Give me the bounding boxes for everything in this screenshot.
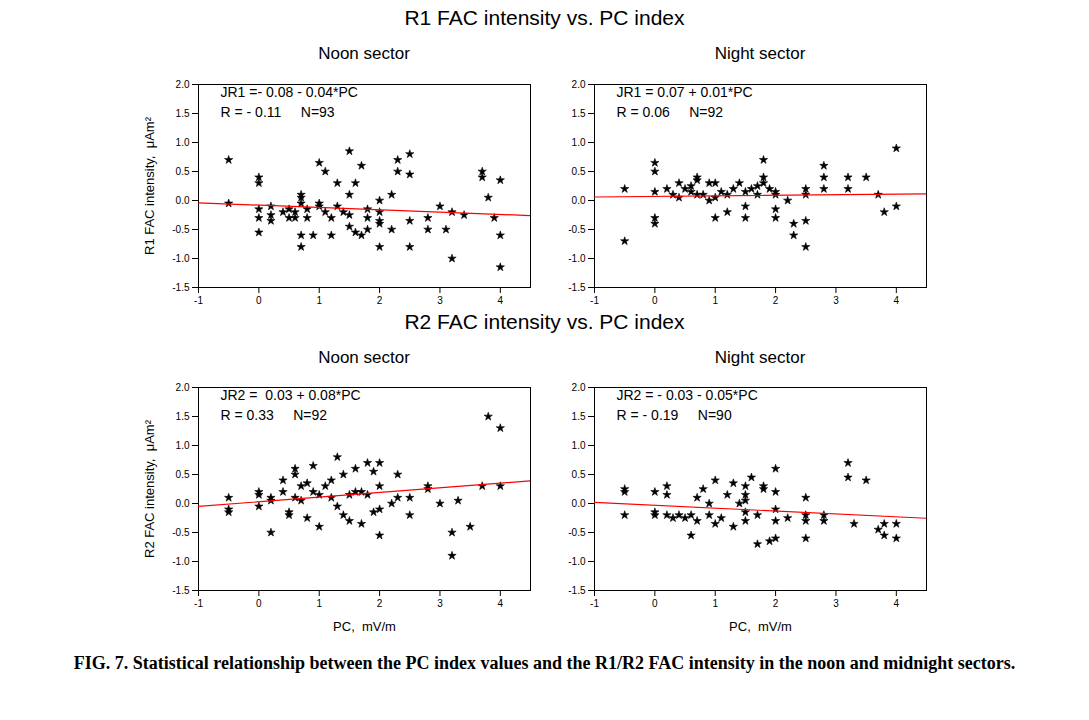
- svg-text:-1.0: -1.0: [172, 556, 190, 567]
- svg-text:0.0: 0.0: [176, 498, 190, 509]
- svg-text:0.5: 0.5: [572, 166, 586, 177]
- svg-text:-1.5: -1.5: [568, 282, 586, 293]
- svg-text:PC, mV/m: PC, mV/m: [333, 619, 396, 634]
- svg-text:0.0: 0.0: [572, 195, 586, 206]
- svg-text:4: 4: [498, 598, 504, 609]
- html-text:R1 FAC intensity vs. PC index: R1 FAC intensity vs. PC index: [404, 6, 685, 29]
- svg-text:3: 3: [437, 295, 443, 306]
- svg-text:3: 3: [833, 598, 839, 609]
- svg-text:0.5: 0.5: [176, 469, 190, 480]
- svg-text:-1: -1: [590, 295, 599, 306]
- svg-text:-1.0: -1.0: [172, 253, 190, 264]
- svg-text:R = - 0.19 N=90: R = - 0.19 N=90: [617, 407, 732, 423]
- svg-text:1.0: 1.0: [176, 440, 190, 451]
- svg-text:0.5: 0.5: [572, 469, 586, 480]
- svg-text:1.5: 1.5: [572, 108, 586, 119]
- svg-text:-1.5: -1.5: [172, 585, 190, 596]
- svg-text:-1: -1: [194, 598, 203, 609]
- svg-text:JR1 =- 0.08 - 0.04*PC: JR1 =- 0.08 - 0.04*PC: [221, 84, 358, 100]
- svg-text:0.0: 0.0: [176, 195, 190, 206]
- svg-text:1: 1: [316, 295, 322, 306]
- svg-text:-0.5: -0.5: [172, 527, 190, 538]
- svg-text:JR1 = 0.07 + 0.01*PC: JR1 = 0.07 + 0.01*PC: [617, 84, 753, 100]
- svg-text:0.0: 0.0: [572, 498, 586, 509]
- svg-text:-1: -1: [590, 598, 599, 609]
- svg-text:-1.5: -1.5: [568, 585, 586, 596]
- svg-text:0: 0: [256, 295, 262, 306]
- svg-text:1.5: 1.5: [176, 108, 190, 119]
- svg-text:1.0: 1.0: [572, 137, 586, 148]
- html-text:Noon sector: Noon sector: [318, 348, 410, 367]
- svg-text:1.0: 1.0: [176, 137, 190, 148]
- svg-text:2.0: 2.0: [572, 382, 586, 393]
- svg-text:1.5: 1.5: [176, 411, 190, 422]
- svg-text:R = - 0.11 N=93: R = - 0.11 N=93: [221, 104, 335, 120]
- svg-text:-1: -1: [194, 295, 203, 306]
- html-text:R2 FAC intensity vs. PC index: R2 FAC intensity vs. PC index: [404, 310, 685, 333]
- svg-text:1.5: 1.5: [572, 411, 586, 422]
- svg-text:2.0: 2.0: [176, 79, 190, 90]
- svg-text:R = 0.33 N=92: R = 0.33 N=92: [221, 407, 328, 423]
- svg-text:R = 0.06 N=92: R = 0.06 N=92: [617, 104, 724, 120]
- svg-text:1.0: 1.0: [572, 440, 586, 451]
- html-text:FIG. 7. Statistical relationsh: FIG. 7. Statistical relationship between…: [73, 653, 1016, 673]
- svg-text:JR2 = - 0.03 - 0.05*PC: JR2 = - 0.03 - 0.05*PC: [617, 387, 758, 403]
- svg-text:PC, mV/m: PC, mV/m: [729, 619, 792, 634]
- svg-text:R2 FAC intensity, μAm²: R2 FAC intensity, μAm²: [142, 419, 157, 558]
- svg-text:-1.0: -1.0: [568, 556, 586, 567]
- svg-text:2.0: 2.0: [572, 79, 586, 90]
- svg-text:2: 2: [377, 295, 383, 306]
- svg-text:-1.0: -1.0: [568, 253, 586, 264]
- svg-text:3: 3: [833, 295, 839, 306]
- svg-text:0.5: 0.5: [176, 166, 190, 177]
- svg-text:2.0: 2.0: [176, 382, 190, 393]
- svg-text:1: 1: [712, 598, 718, 609]
- svg-text:2: 2: [773, 598, 779, 609]
- html-text:Night sector: Night sector: [714, 348, 806, 367]
- svg-text:1: 1: [316, 598, 322, 609]
- html-text:Night sector: Night sector: [714, 44, 806, 63]
- svg-text:-0.5: -0.5: [568, 224, 586, 235]
- svg-text:0: 0: [256, 598, 262, 609]
- svg-text:-1.5: -1.5: [172, 282, 190, 293]
- svg-text:0: 0: [652, 598, 658, 609]
- svg-text:2: 2: [773, 295, 779, 306]
- svg-text:JR2 = 0.03 + 0.08*PC: JR2 = 0.03 + 0.08*PC: [221, 387, 361, 403]
- svg-text:3: 3: [437, 598, 443, 609]
- svg-text:4: 4: [894, 598, 900, 609]
- svg-text:R1 FAC intensity, μAm²: R1 FAC intensity, μAm²: [142, 116, 157, 255]
- html-text:Noon sector: Noon sector: [318, 44, 410, 63]
- svg-text:-0.5: -0.5: [172, 224, 190, 235]
- svg-text:4: 4: [498, 295, 504, 306]
- svg-text:2: 2: [377, 598, 383, 609]
- svg-text:0: 0: [652, 295, 658, 306]
- svg-text:1: 1: [712, 295, 718, 306]
- svg-text:4: 4: [894, 295, 900, 306]
- svg-text:-0.5: -0.5: [568, 527, 586, 538]
